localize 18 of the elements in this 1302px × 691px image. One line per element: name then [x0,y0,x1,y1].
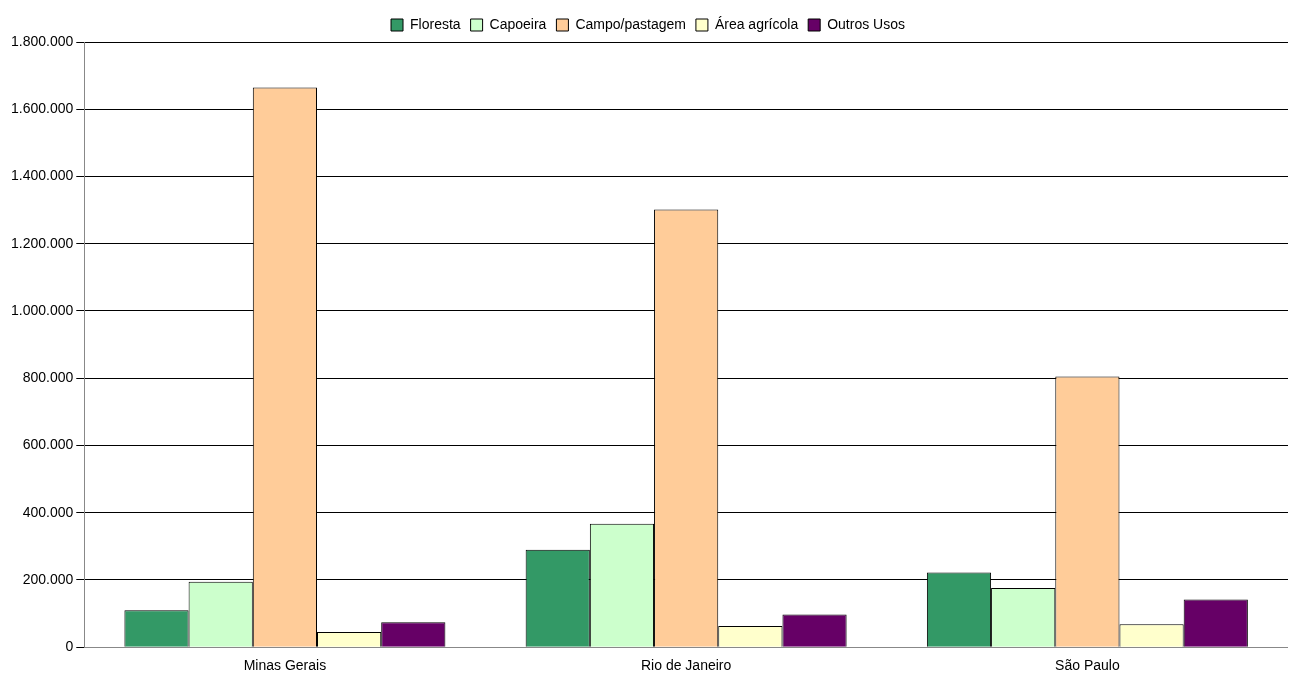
y-tick-label: 1.800.000 [10,32,74,49]
y-tick-label: 1.600.000 [10,100,74,117]
legend-label: Campo/pastagem [575,15,686,32]
y-tick-label: 0 [65,638,74,655]
legend-label: Outros Usos [827,15,905,32]
x-tick-label: São Paulo [1055,657,1120,674]
y-tick-label: 1.000.000 [10,301,74,318]
legend-label: Área agrícola [714,15,799,32]
y-tick-label: 800.000 [22,369,74,386]
y-tick-label: 1.200.000 [10,234,74,251]
legend-label: Floresta [410,15,461,32]
legend-label: Capoeira [489,15,547,32]
y-tick-label: 600.000 [22,436,74,453]
y-tick-label: 400.000 [22,503,74,520]
x-tick-label: Rio de Janeiro [641,657,732,674]
y-tick-label: 1.400.000 [10,167,74,184]
x-tick-label: Minas Gerais [243,657,327,674]
y-tick-label: 200.000 [22,570,74,587]
